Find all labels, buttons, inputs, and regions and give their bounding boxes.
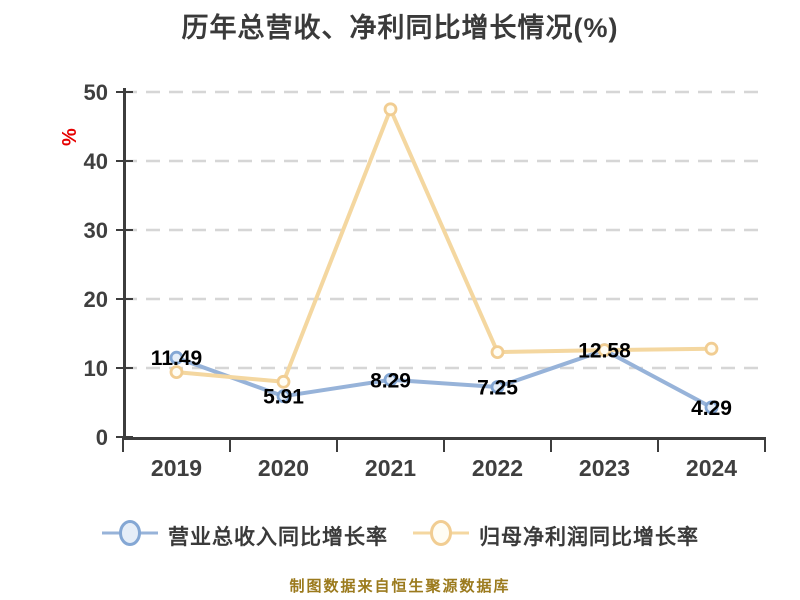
y-tick-label-10: 10 [84, 356, 108, 381]
line-dot-marker-icon [101, 518, 159, 553]
plot-area: 0 10 20 30 40 50 2019 2020 2021 2022 2023 2024% 11.4… [59, 80, 766, 481]
series-1-point-2024 [704, 341, 719, 356]
series-line-1 [174, 107, 714, 384]
chart-title: 历年总营收、净利同比增长情况(%) [181, 13, 619, 43]
series-1-point-2020 [276, 374, 291, 389]
series-0-point-2020 [276, 389, 291, 404]
legend-item-netprofit-growth: 归母净利润同比增长率 [412, 518, 699, 553]
y-tick-label-0: 0 [96, 425, 108, 450]
y-tick-label-30: 30 [84, 218, 108, 243]
x-tick-label-2019: 2019 [151, 455, 202, 481]
series-1-point-2023 [597, 343, 612, 358]
x-tick-label-2022: 2022 [472, 455, 523, 481]
y-tick-label-20: 20 [84, 287, 108, 312]
series-0-point-2022 [490, 380, 505, 394]
data-label-0-2020: 5.91 [263, 386, 304, 409]
series-0-point-2019 [169, 350, 184, 365]
data-source-note: 制图数据来自恒生聚源数据库 [289, 578, 511, 595]
x-tick-label-2020: 2020 [258, 455, 309, 481]
series-line-0 [174, 348, 714, 410]
x-tick-label-2023: 2023 [579, 455, 630, 481]
data-label-0-2024: 4.29 [691, 397, 732, 420]
legend-item-revenue-growth: 营业总收入同比增长率 [101, 518, 388, 553]
y-tick-label-50: 50 [84, 80, 108, 105]
data-label-0-2022: 7.25 [477, 377, 518, 400]
series-1-point-2019 [169, 365, 184, 380]
data-label-0-2019: 11.49 [151, 347, 202, 370]
series-1-point-2022 [490, 345, 505, 360]
data-label-0-2023: 12.58 [578, 340, 631, 363]
y-axis-unit-label: % [59, 128, 81, 146]
y-tick-label-40: 40 [84, 149, 108, 174]
chart-legend: 营业总收入同比增长率 归母净利润同比增长率 [0, 518, 800, 553]
series-0-point-2024 [704, 400, 719, 415]
x-tick-label-2024: 2024 [686, 455, 737, 481]
data-label-0-2021: 8.29 [370, 369, 411, 392]
line-dot-marker-icon [412, 518, 470, 553]
series-0-point-2021 [383, 372, 398, 387]
x-tick-label-2021: 2021 [365, 455, 416, 481]
legend-label-netprofit-growth: 归母净利润同比增长率 [479, 525, 699, 549]
series-1-point-2021 [383, 102, 398, 117]
legend-label-revenue-growth: 营业总收入同比增长率 [168, 525, 388, 549]
